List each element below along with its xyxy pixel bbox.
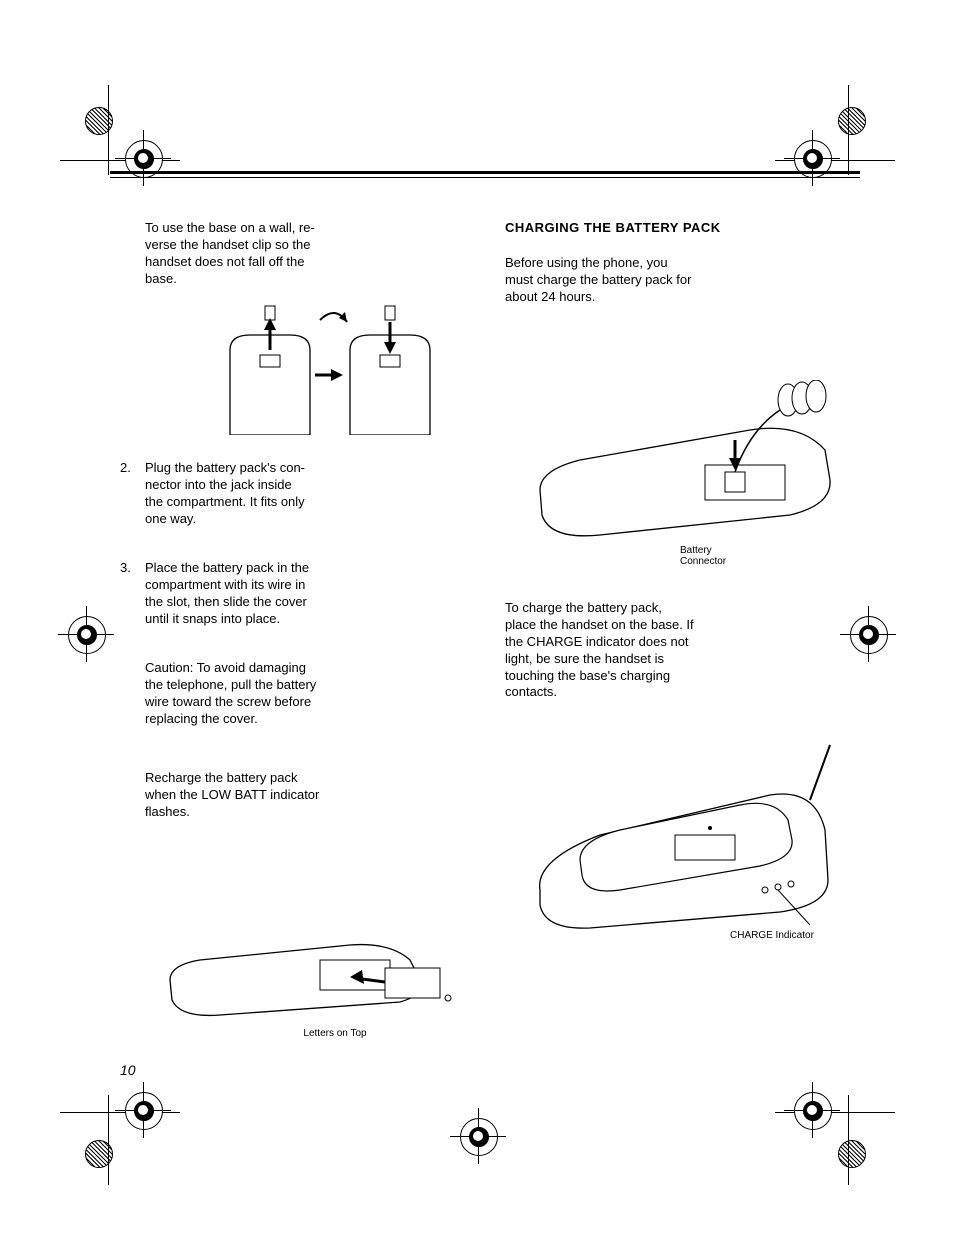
regmark-bc-bullseye xyxy=(460,1118,498,1156)
crop-bl-v xyxy=(108,1095,109,1185)
figure-clip-flip xyxy=(215,300,445,435)
page: To use the base on a wall, re- verse the… xyxy=(0,0,954,1235)
crop-br-v xyxy=(848,1095,849,1185)
regmark-br-hatched xyxy=(838,1140,866,1168)
header-rule-thin xyxy=(110,177,860,178)
crop-tl-v xyxy=(108,85,109,175)
regmark-bl-bullseye xyxy=(125,1092,163,1130)
caution-text: Caution: To avoid damaging the telephone… xyxy=(145,660,405,728)
regmark-ml-bullseye xyxy=(68,616,106,654)
charging-heading: CHARGING THE BATTERY PACK xyxy=(505,220,805,237)
regmark-br-bullseye xyxy=(794,1092,832,1130)
crop-tr-h xyxy=(775,160,895,161)
figure-handset-on-base xyxy=(510,740,840,940)
figure-slide-cover-label: Letters on Top xyxy=(290,1028,380,1039)
header-rule-thick xyxy=(110,171,860,174)
figure-battery-connector-label: Battery Connector xyxy=(680,545,750,567)
step2-number: 2. xyxy=(120,460,140,477)
figure-battery-connector xyxy=(530,380,850,550)
wall-mount-note: To use the base on a wall, re- verse the… xyxy=(145,220,405,288)
regmark-tr-hatched xyxy=(838,107,866,135)
figure-slide-cover xyxy=(160,920,460,1030)
charging-p1: Before using the phone, you must charge … xyxy=(505,255,825,306)
charging-p2: To charge the battery pack, place the ha… xyxy=(505,600,835,701)
step2-text: Plug the battery pack's con- nector into… xyxy=(145,460,405,528)
step3-text: Place the battery pack in the compartmen… xyxy=(145,560,405,628)
step3-number: 3. xyxy=(120,560,140,577)
regmark-mr-bullseye xyxy=(850,616,888,654)
recharge-text: Recharge the battery pack when the LOW B… xyxy=(145,770,405,821)
crop-tr-v xyxy=(848,85,849,175)
figure-charge-indicator-label: CHARGE Indicator xyxy=(730,930,850,941)
crop-br-h xyxy=(775,1112,895,1113)
page-number: 10 xyxy=(120,1062,136,1078)
